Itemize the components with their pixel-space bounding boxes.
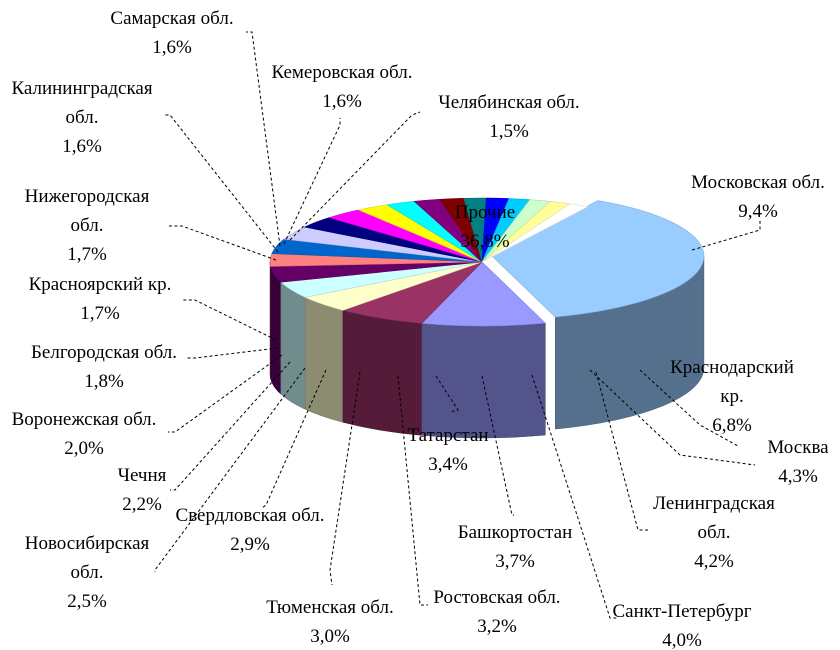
slice-label-санкт-петербург: Санкт-Петербург 4,0% (612, 601, 751, 650)
slice-name: обл. (698, 522, 731, 543)
slice-name: Самарская обл. (110, 8, 233, 29)
leader-line-свердловская-обл (261, 369, 327, 509)
slice-name: Прочие (455, 202, 515, 223)
leader-line-чечня (170, 361, 291, 491)
leader-line-москва (589, 369, 756, 466)
slice-value: 6,8% (712, 415, 752, 436)
slice-label-ленинградская-обл: Ленинградская обл. 4,2% (653, 493, 775, 572)
slice-name: Нижегородская (25, 186, 150, 207)
slice-labels: Прочие 36,8% Московская обл. 9,4% Краснодарс… (11, 8, 829, 650)
slice-value: 1,6% (322, 91, 362, 112)
slice-name: Кемеровская обл. (272, 62, 413, 83)
slice-челябинская-обл (481, 203, 589, 263)
slice-московская-обл (421, 261, 547, 327)
slice-name: обл. (71, 215, 104, 236)
slice-name: Татарстан (407, 425, 488, 446)
slice-label-татарстан: Татарстан 3,4% (407, 425, 488, 475)
slice-label-челябинская-обл: Челябинская обл. 1,5% (438, 92, 579, 142)
leader-line-санкт-петербург (531, 374, 618, 619)
leader-line-тюменская-обл (329, 371, 361, 586)
slice-name: Краснодарский (670, 357, 794, 378)
slice-label-тюменская-обл: Тюменская обл. 3,0% (266, 597, 393, 647)
slice-value: 4,0% (662, 630, 702, 650)
pie-slices (269, 197, 705, 327)
slice-name: Чечня (118, 465, 167, 486)
slice-label-самарская-обл: Самарская обл. 1,6% (110, 8, 233, 58)
slice-name: Ростовская обл. (433, 587, 560, 608)
slice-label-калининградская-обл: Калининградская обл. 1,6% (11, 78, 152, 157)
slice-value: 3,2% (477, 616, 517, 637)
leader-line-краснодарский-кр (639, 369, 739, 447)
slice-name: обл. (66, 107, 99, 128)
slice-value: 3,4% (428, 454, 468, 475)
slice-value: 2,5% (67, 591, 107, 612)
slice-name: Тюменская обл. (266, 597, 393, 618)
leader-line-красноярский-кр (182, 299, 277, 341)
slice-value: 1,6% (152, 37, 192, 58)
slice-name: Санкт-Петербург (612, 601, 751, 622)
leader-line-нижегородская-обл (168, 225, 277, 261)
slice-value: 2,9% (230, 534, 270, 555)
slice-value: 1,8% (84, 371, 124, 392)
slice-label-нижегородская-обл: Нижегородская обл. 1,7% (25, 186, 150, 265)
slice-name: Московская обл. (691, 172, 825, 193)
slice-value: 2,0% (64, 438, 104, 459)
leader-line-белгородская-обл (185, 347, 279, 359)
slice-name: Белгородская обл. (31, 342, 177, 363)
slice-value: 2,2% (122, 494, 162, 515)
slice-name: кр. (720, 386, 743, 407)
slice-side-санкт-петербург (270, 266, 282, 395)
slice-name: Красноярский кр. (29, 274, 172, 295)
leader-line-московская-обл (691, 220, 761, 251)
slice-label-краснодарский-кр: Краснодарский кр. 6,8% (670, 357, 794, 436)
slice-name: Челябинская обл. (438, 92, 579, 113)
leader-lines (154, 31, 761, 619)
slice-label-кемеровская-обл: Кемеровская обл. 1,6% (272, 62, 413, 112)
slice-name: обл. (71, 562, 104, 583)
slice-side-московская-обл (421, 322, 546, 439)
slice-name: Калининградская (11, 78, 152, 99)
slice-label-прочие: Прочие 36,8% (455, 202, 515, 252)
slice-value: 4,2% (694, 551, 734, 572)
slice-label-воронежская-обл: Воронежская обл. 2,0% (12, 409, 157, 459)
slice-name: Москва (767, 437, 829, 458)
slice-value: 36,8% (460, 231, 509, 252)
slice-label-красноярский-кр: Красноярский кр. 1,7% (29, 274, 172, 324)
slice-side-краснодарский-кр (342, 309, 423, 436)
slice-label-новосибирская-обл: Новосибирская обл. 2,5% (25, 533, 150, 612)
slice-прочие (491, 200, 705, 318)
slice-name: Воронежская обл. (12, 409, 157, 430)
slice-value: 9,4% (738, 201, 778, 222)
slice-label-ростовская-обл: Ростовская обл. 3,2% (433, 587, 560, 637)
slice-label-чечня: Чечня 2,2% (118, 465, 167, 515)
slice-label-москва: Москва 4,3% (767, 437, 829, 487)
leader-line-воронежская-обл (168, 354, 283, 433)
slice-value: 1,5% (489, 121, 529, 142)
leader-line-самарская-обл (246, 31, 281, 247)
leader-line-новосибирская-обл (154, 367, 306, 572)
slice-label-белгородская-обл: Белгородская обл. 1,8% (31, 342, 177, 392)
slice-value: 1,6% (62, 136, 102, 157)
leader-line-башкортостан (481, 375, 514, 516)
slice-value: 1,7% (67, 244, 107, 265)
slice-value: 4,3% (778, 466, 818, 487)
slice-side-ленинградская-обл (280, 281, 306, 410)
slice-label-свердловская-обл: Свердловская обл. 2,9% (176, 505, 325, 555)
leader-line-татарстан (435, 375, 459, 413)
slice-label-московская-обл: Московская обл. 9,4% (691, 172, 825, 222)
slice-name: Ленинградская (653, 493, 775, 514)
slice-name: Новосибирская (25, 533, 150, 554)
slice-label-башкортостан: Башкортостан 3,7% (458, 522, 573, 572)
slice-value: 1,7% (80, 303, 120, 324)
pie-sides (269, 255, 705, 439)
slice-side-москва (304, 296, 344, 423)
slice-name: Башкортостан (458, 522, 573, 543)
slice-name: Свердловская обл. (176, 505, 325, 526)
slice-value: 3,0% (310, 626, 350, 647)
slice-value: 3,7% (495, 551, 535, 572)
leader-line-калининградская-обл (165, 114, 279, 253)
